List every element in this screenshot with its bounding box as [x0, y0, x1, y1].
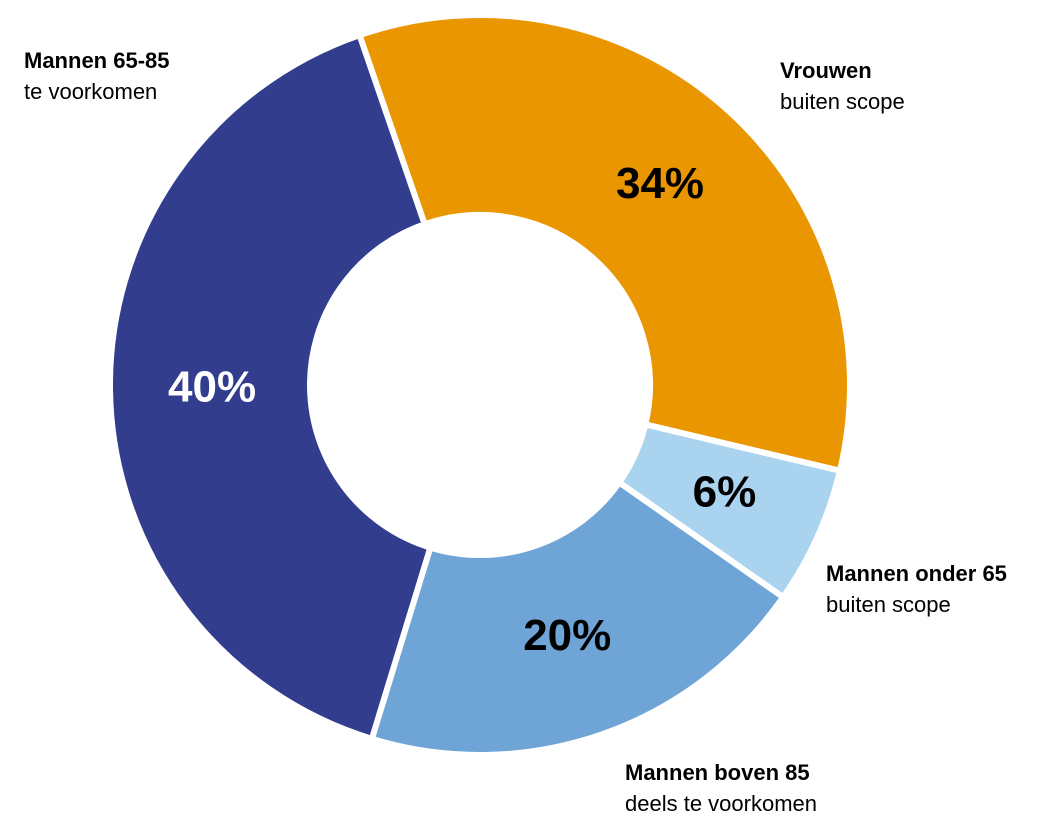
data-label: 40% [168, 362, 256, 411]
data-label: 6% [693, 467, 757, 516]
category-description: buiten scope [780, 89, 905, 114]
category-label: Mannen 65-85 [24, 48, 170, 73]
data-label: 20% [523, 611, 611, 660]
pie-slice [107, 31, 435, 743]
category-description: buiten scope [826, 592, 951, 617]
category-label: Mannen onder 65 [826, 561, 1007, 586]
category-description: deels te voorkomen [625, 791, 817, 816]
pie-slice [368, 478, 788, 758]
category-label: Vrouwen [780, 58, 872, 83]
category-label: Mannen boven 85 [625, 760, 810, 785]
pie-slice [355, 12, 853, 475]
data-label: 34% [616, 159, 704, 208]
category-description: te voorkomen [24, 79, 157, 104]
